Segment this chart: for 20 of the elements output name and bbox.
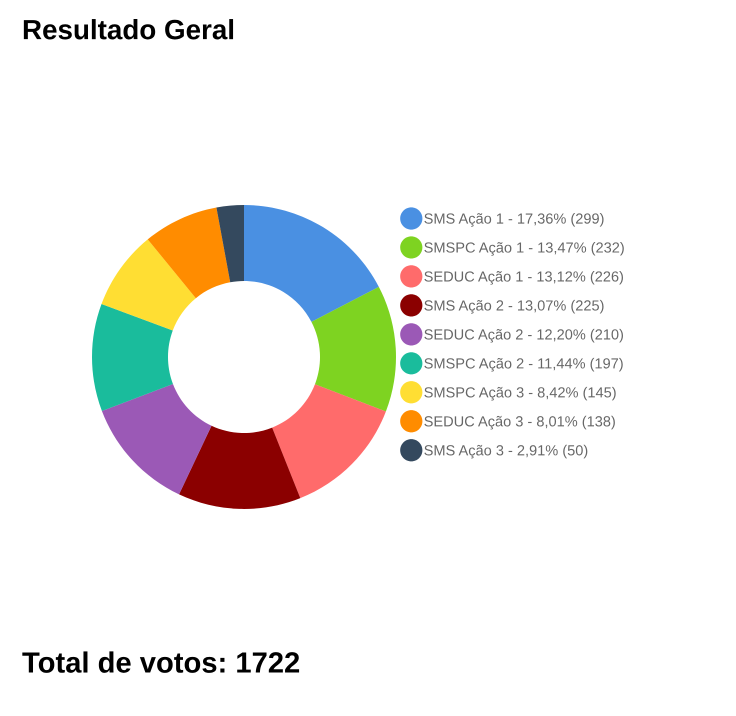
legend-label: SEDUC Ação 1 - 13,12% (226) [424, 270, 623, 285]
legend-label: SMSPC Ação 2 - 11,44% (197) [424, 358, 623, 372]
legend-label: SMSPC Ação 1 - 13,47% (232) [424, 242, 624, 256]
donut-slice [216, 205, 244, 282]
donut-slice [102, 384, 212, 494]
chart-title: Resultado Geral [24, 19, 234, 40]
donut-slice [272, 384, 386, 498]
donut-slice [179, 426, 300, 509]
donut-slice [311, 286, 396, 412]
donut-slice [92, 304, 173, 411]
donut-slice [244, 205, 379, 322]
legend-label: SMS Ação 1 - 17,36% (299) [424, 213, 604, 227]
legend-label: SMSPC Ação 3 - 8,42% (145) [424, 386, 616, 400]
donut-slice [102, 239, 196, 331]
legend-label: SEDUC Ação 3 - 8,01% (138) [424, 416, 615, 430]
legend-label: SMS Ação 3 - 2,91% (50) [424, 444, 588, 458]
legend-label: SMS Ação 2 - 13,07% (225) [424, 300, 604, 314]
donut-slice [148, 208, 230, 298]
text: Total de votos: 1722 [22, 651, 300, 673]
legend-label: SEDUC Ação 2 - 12,20% (210) [424, 328, 623, 343]
